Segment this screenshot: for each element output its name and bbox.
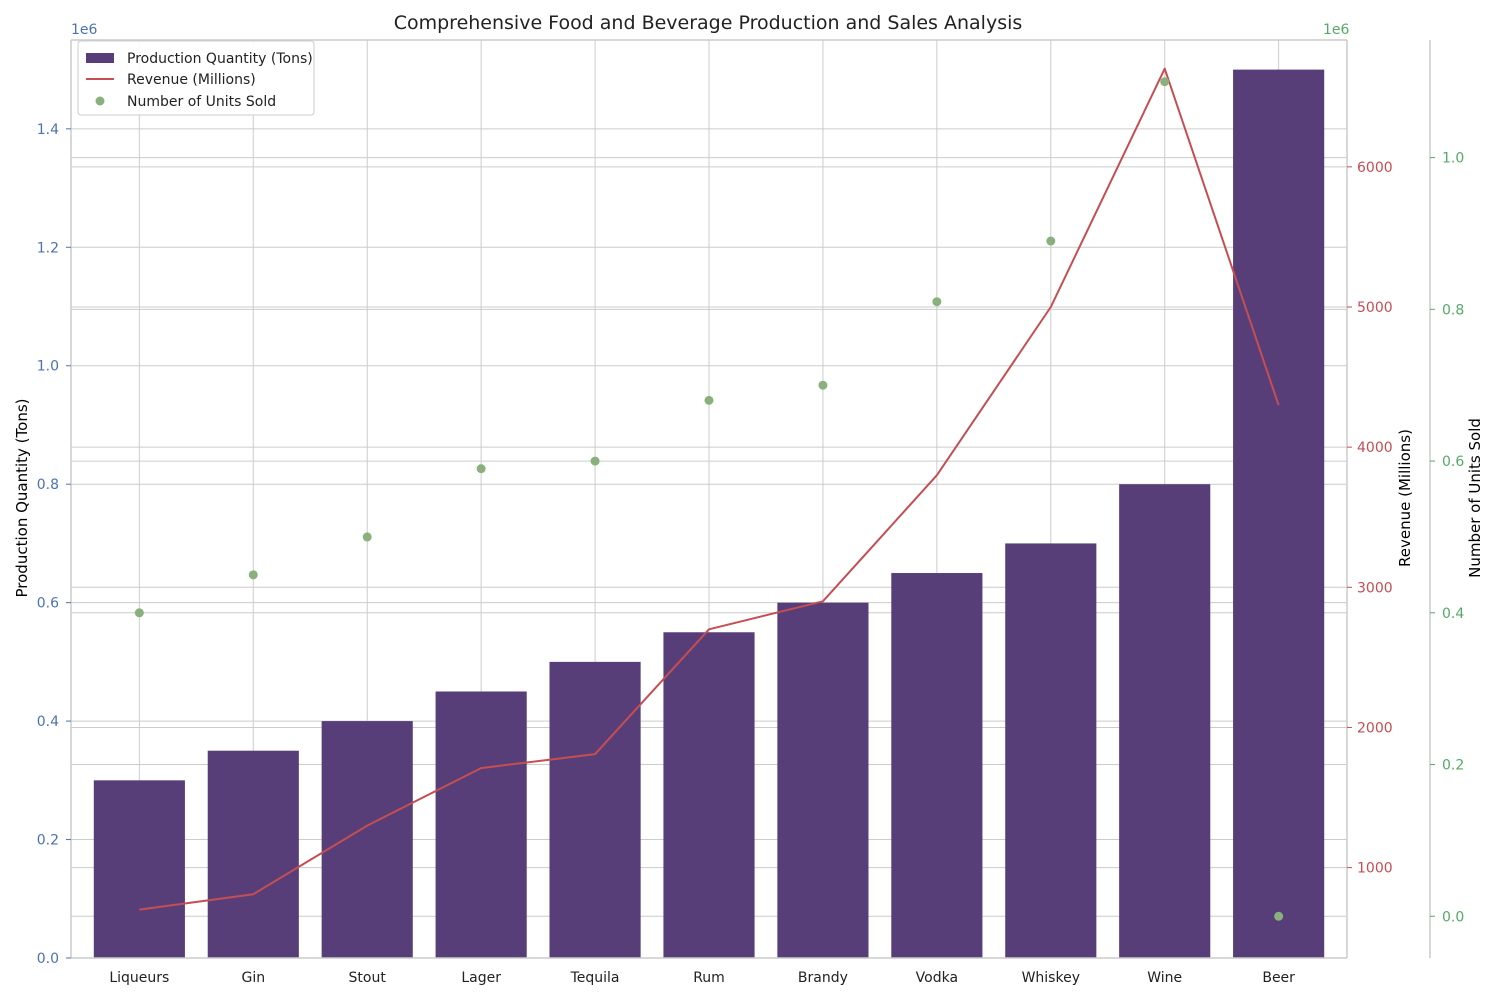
legend-swatch-units [95,96,105,106]
units-sold-point [932,297,942,307]
production-bar [93,780,185,958]
right-tick-label: 1000 [1357,861,1393,877]
units-sold-point [248,570,258,580]
left-tick-label: 0.4 [37,714,59,730]
units-sold-point [362,532,372,542]
right-tick-label: 2000 [1357,720,1393,736]
x-tick-label: Vodka [916,970,958,986]
production-bar [207,750,299,958]
right-tick-label: 3000 [1357,580,1393,596]
units-sold-points [134,77,1284,921]
legend-label-units: Number of Units Sold [127,94,276,110]
production-bar [1233,69,1325,958]
far-right-tick-label: 0.8 [1442,302,1464,318]
production-bar [321,721,413,958]
production-bar [1005,543,1097,958]
units-sold-point [590,456,600,466]
left-tick-label: 1.0 [37,359,59,375]
production-bars [93,69,1325,958]
left-axis-label: Production Quantity (Tons) [13,399,31,598]
production-bar [435,691,527,958]
legend: Production Quantity (Tons) Revenue (Mill… [77,40,315,116]
legend-label-production: Production Quantity (Tons) [127,51,313,67]
chart-title: Comprehensive Food and Beverage Producti… [394,12,1023,34]
far-right-tick-label: 1.0 [1442,151,1464,167]
x-tick-label: Tequila [570,970,620,986]
left-tick-label: 0.2 [37,833,59,849]
left-tick-label: 0.0 [37,951,59,967]
far-right-axis-label: Number of Units Sold [1466,418,1484,578]
units-sold-point [1160,77,1170,87]
left-axis-offset-text: 1e6 [71,22,98,38]
left-tick-label: 0.8 [37,477,59,493]
production-bar [777,602,869,958]
units-sold-point [818,380,828,390]
production-bar [549,661,641,958]
units-sold-point [1046,236,1056,246]
x-tick-label: Brandy [798,970,848,986]
left-tick-label: 1.2 [37,240,59,256]
axes: 0.0 0.2 0.4 0.6 0.8 1.0 1.2 1.4 1000 2000 3000 4000… [37,122,1465,986]
units-sold-point [476,464,486,474]
x-tick-label: Whiskey [1022,970,1080,986]
x-tick-label: Rum [693,970,725,986]
legend-label-revenue: Revenue (Millions) [127,72,256,88]
right-tick-label: 5000 [1357,300,1393,316]
right-tick-label: 4000 [1357,440,1393,456]
legend-box [77,40,315,116]
right-axis-label: Revenue (Millions) [1396,429,1414,567]
revenue-line-group [139,67,1280,911]
units-sold-point [1274,911,1284,921]
x-tick-label: Liqueurs [109,970,169,986]
x-tick-label: Wine [1147,970,1182,986]
plot-frame [70,39,1431,959]
left-tick-label: 1.4 [37,122,59,138]
far-right-tick-label: 0.4 [1442,606,1464,622]
x-tick-label: Stout [349,970,387,986]
legend-swatch-production [86,53,114,63]
production-bar [891,573,983,958]
units-sold-point [134,608,144,618]
production-bar [1119,484,1211,958]
units-sold-point [704,395,714,405]
production-bar [663,632,755,958]
right-tick-label: 6000 [1357,160,1393,176]
revenue-line [139,67,1280,911]
far-right-tick-label: 0.2 [1442,758,1464,774]
x-tick-label: Gin [241,970,265,986]
x-tick-label: Lager [461,970,501,986]
far-right-tick-label: 0.6 [1442,454,1464,470]
far-right-tick-label: 0.0 [1442,909,1464,925]
x-tick-label: Beer [1262,970,1295,986]
right-axis-offset-text: 1e6 [1323,22,1350,38]
left-tick-label: 0.6 [37,596,59,612]
